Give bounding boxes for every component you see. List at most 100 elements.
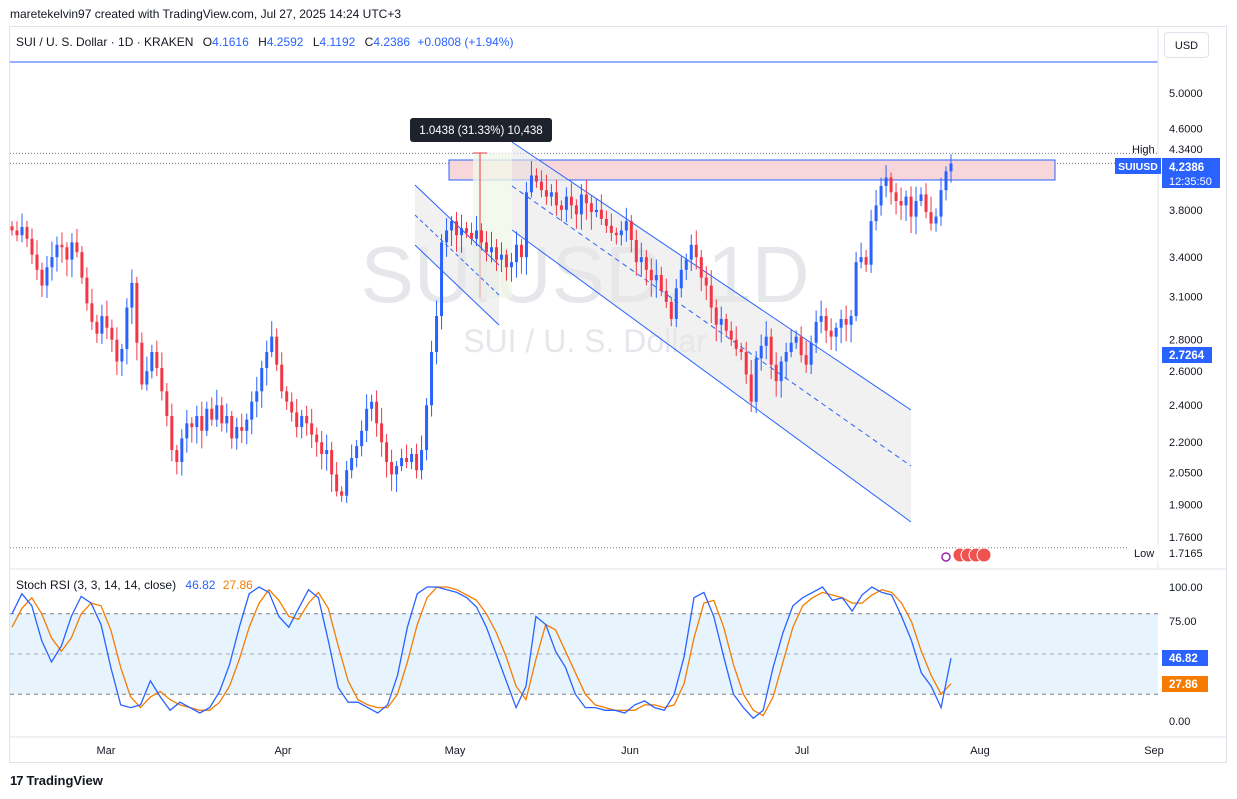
candle[interactable]: [674, 279, 678, 328]
candle[interactable]: [564, 187, 568, 223]
candle[interactable]: [420, 435, 424, 480]
candle[interactable]: [155, 340, 159, 377]
candle[interactable]: [320, 430, 324, 470]
candle[interactable]: [360, 420, 364, 457]
candle[interactable]: [739, 342, 743, 361]
candle[interactable]: [554, 179, 558, 216]
candle[interactable]: [819, 300, 823, 334]
candle[interactable]: [65, 242, 69, 277]
candle[interactable]: [215, 389, 219, 427]
candle[interactable]: [584, 180, 588, 220]
candle[interactable]: [499, 242, 503, 273]
candle[interactable]: [180, 429, 184, 476]
candle[interactable]: [255, 376, 259, 418]
candle[interactable]: [594, 198, 598, 218]
candle[interactable]: [415, 443, 419, 479]
candle[interactable]: [794, 330, 798, 349]
us-flag-icon[interactable]: [976, 547, 992, 563]
candle[interactable]: [834, 322, 838, 352]
candle[interactable]: [904, 190, 908, 221]
candle[interactable]: [684, 253, 688, 281]
candle[interactable]: [619, 221, 623, 246]
candle[interactable]: [475, 216, 479, 246]
candle[interactable]: [20, 213, 24, 243]
candle[interactable]: [544, 174, 548, 205]
candle[interactable]: [205, 401, 209, 436]
candle[interactable]: [275, 328, 279, 371]
candle[interactable]: [864, 249, 868, 272]
candle[interactable]: [719, 306, 723, 343]
candle[interactable]: [639, 242, 643, 277]
candle[interactable]: [165, 383, 169, 427]
candle[interactable]: [709, 270, 713, 324]
candle[interactable]: [70, 233, 74, 278]
candle[interactable]: [729, 321, 733, 346]
candle[interactable]: [305, 405, 309, 436]
candle[interactable]: [120, 343, 124, 376]
candle[interactable]: [854, 251, 858, 322]
price-axis[interactable]: 5.0000 4.6000 3.8000 3.4000 3.1000 2.8000 2.60…: [1169, 88, 1203, 544]
candle[interactable]: [25, 220, 29, 247]
symbol-legend[interactable]: SUI / U. S. Dollar · 1D · KRAKEN O4.1616…: [16, 35, 513, 49]
candle[interactable]: [390, 449, 394, 491]
candle[interactable]: [574, 199, 578, 229]
candlestick-series[interactable]: [10, 154, 953, 503]
candle[interactable]: [929, 196, 933, 231]
candle[interactable]: [774, 352, 778, 397]
candle[interactable]: [210, 397, 214, 426]
candle[interactable]: [529, 161, 533, 198]
candle[interactable]: [689, 234, 693, 271]
candle[interactable]: [195, 405, 199, 444]
candle[interactable]: [75, 228, 79, 258]
candle[interactable]: [604, 210, 608, 233]
candle[interactable]: [175, 444, 179, 475]
candle[interactable]: [489, 231, 493, 263]
candle[interactable]: [874, 189, 878, 231]
candle[interactable]: [335, 461, 339, 497]
candle[interactable]: [60, 232, 64, 263]
candle[interactable]: [829, 318, 833, 351]
candle[interactable]: [629, 215, 633, 253]
candle[interactable]: [110, 319, 114, 353]
candle[interactable]: [539, 170, 543, 198]
candle[interactable]: [664, 278, 668, 309]
candle[interactable]: [699, 249, 703, 292]
candle[interactable]: [440, 234, 444, 330]
candle[interactable]: [375, 390, 379, 437]
candle[interactable]: [50, 241, 54, 281]
candle[interactable]: [345, 460, 349, 503]
candle[interactable]: [455, 211, 459, 252]
candle[interactable]: [450, 216, 454, 246]
candle[interactable]: [100, 304, 104, 344]
candle[interactable]: [669, 296, 673, 327]
candle[interactable]: [844, 305, 848, 342]
candle[interactable]: [654, 259, 658, 298]
candle[interactable]: [385, 434, 389, 478]
candle[interactable]: [649, 258, 653, 297]
candle[interactable]: [250, 391, 254, 435]
candle[interactable]: [465, 222, 469, 238]
candle[interactable]: [285, 386, 289, 410]
candle[interactable]: [484, 231, 488, 262]
candle[interactable]: [400, 448, 404, 472]
candle[interactable]: [924, 183, 928, 219]
candle[interactable]: [919, 187, 923, 207]
stoch-rsi-legend[interactable]: Stoch RSI (3, 3, 14, 14, close) 46.82 27…: [16, 578, 253, 592]
candle[interactable]: [235, 417, 239, 450]
tradingview-logo[interactable]: 17 TradingView: [10, 773, 103, 788]
candle[interactable]: [55, 236, 59, 272]
candle[interactable]: [330, 441, 334, 492]
candle[interactable]: [405, 444, 409, 469]
candle[interactable]: [804, 340, 808, 373]
candle[interactable]: [135, 276, 139, 361]
candle[interactable]: [714, 299, 718, 342]
candle[interactable]: [524, 182, 528, 275]
candle[interactable]: [265, 340, 269, 386]
candle[interactable]: [185, 409, 189, 453]
candle[interactable]: [724, 313, 728, 336]
candle[interactable]: [355, 440, 359, 468]
candle[interactable]: [295, 398, 299, 438]
candle[interactable]: [894, 183, 898, 215]
candle[interactable]: [939, 177, 943, 226]
symbol-description[interactable]: SUI / U. S. Dollar · 1D · KRAKEN: [16, 35, 194, 49]
